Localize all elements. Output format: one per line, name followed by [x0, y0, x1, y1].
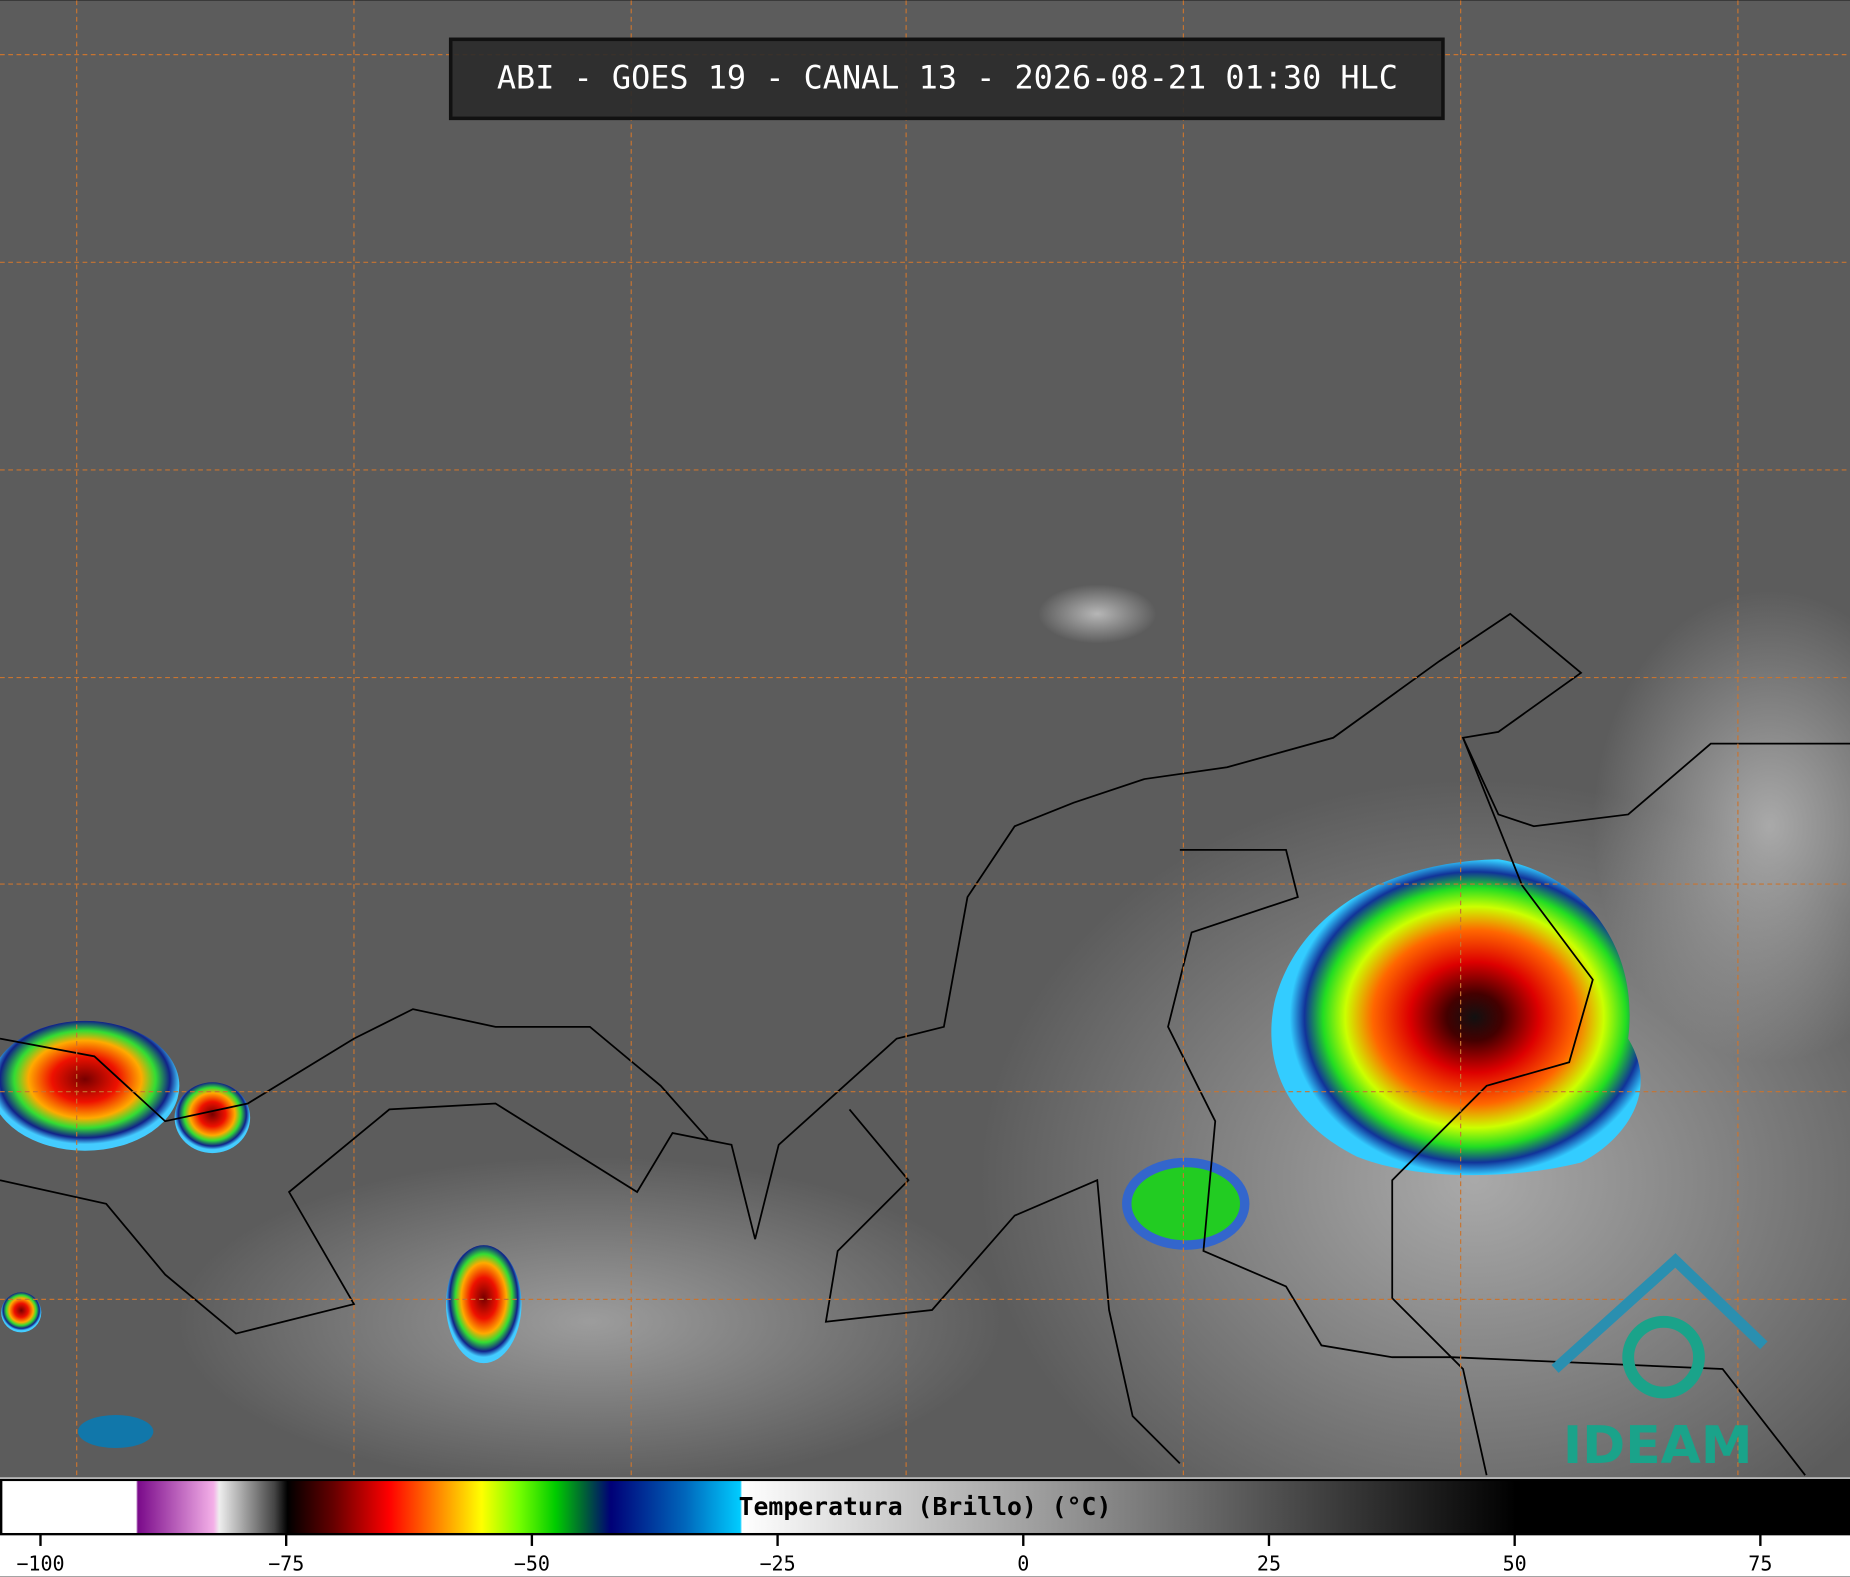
- cloud-field: [176, 1156, 1003, 1487]
- tick-label: 0: [1017, 1551, 1029, 1575]
- tick-label: 50: [1503, 1551, 1527, 1575]
- storm-cloud: [1, 1292, 42, 1333]
- colorbar-ticks: −100 −75 −50 −25 0 25 50 75: [16, 1534, 1772, 1575]
- storm-cloud: [0, 1020, 180, 1151]
- coastlines: [0, 612, 1850, 1476]
- storm-cloud: [1271, 859, 1641, 1176]
- storm-cloud: [445, 1245, 522, 1364]
- logo: IDEAM: [1551, 1253, 1768, 1476]
- colorbar: [0, 1478, 1850, 1536]
- graticule: [0, 0, 1850, 1478]
- tick-label: 25: [1257, 1551, 1281, 1575]
- storm-cloud: [174, 1082, 251, 1154]
- tick-label: −75: [268, 1551, 304, 1575]
- logo-text: IDEAM: [1563, 1416, 1753, 1476]
- title-box: [448, 37, 1445, 121]
- tick-label: −100: [16, 1551, 64, 1575]
- tick-label: −50: [514, 1551, 550, 1575]
- storm-cloud: [1122, 1157, 1250, 1250]
- title: ABI - GOES 19 - CANAL 13 - 2026-08-21 01…: [497, 58, 1398, 96]
- storm-cloud: [77, 1414, 154, 1449]
- colorbar-label: Temperatura (Brillo) (°C): [739, 1492, 1112, 1521]
- tick-label: −25: [759, 1551, 795, 1575]
- cloud-field: [1592, 590, 1850, 1063]
- cloud-field: [1038, 584, 1157, 644]
- tick-label: 75: [1748, 1551, 1772, 1575]
